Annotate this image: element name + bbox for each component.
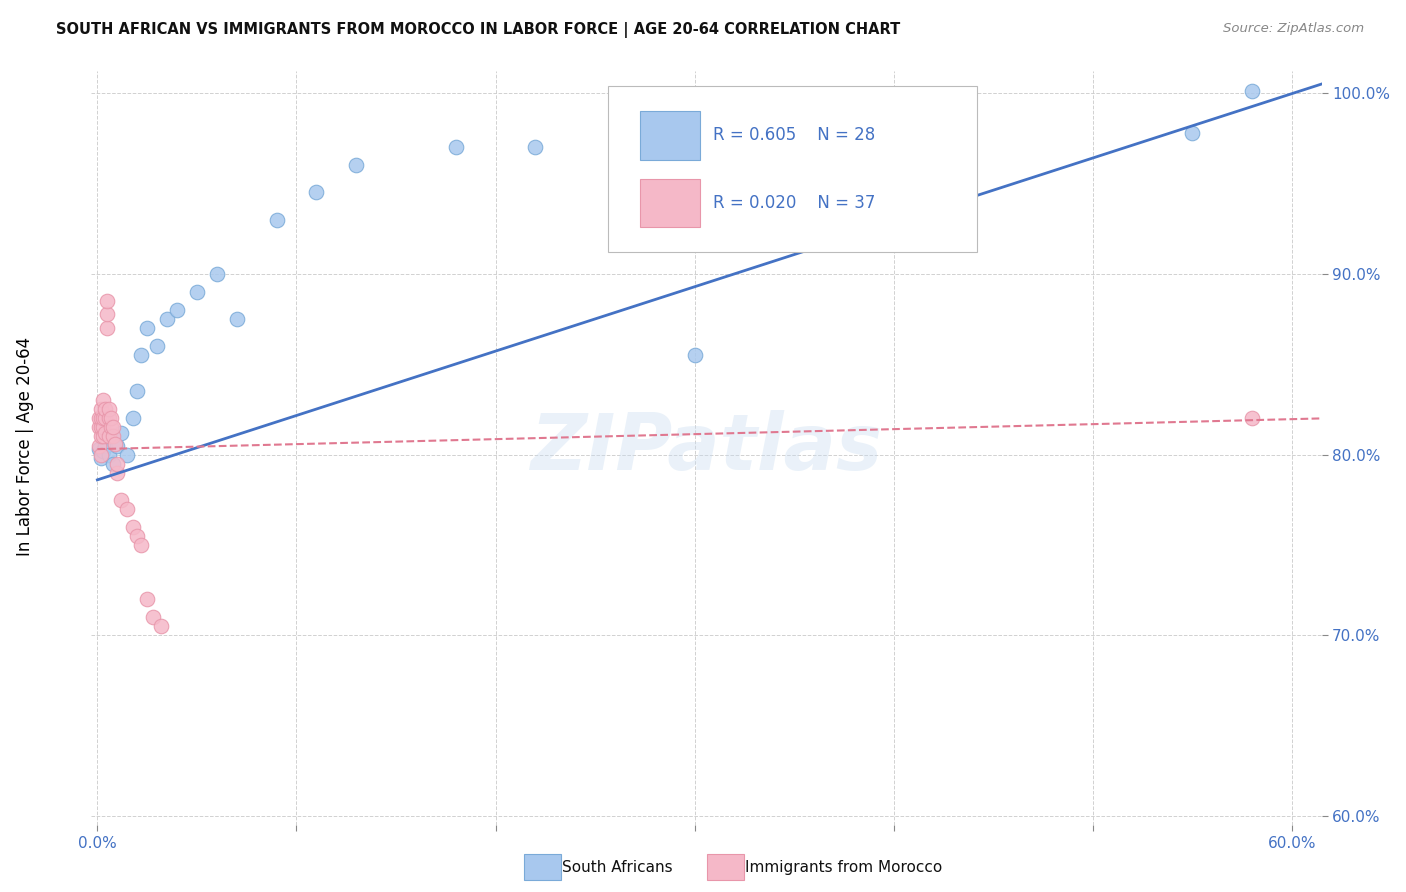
Point bbox=[683, 348, 706, 362]
Point bbox=[1181, 126, 1204, 140]
Point bbox=[96, 321, 118, 335]
Point bbox=[91, 420, 114, 434]
Point bbox=[91, 429, 114, 443]
Point bbox=[127, 529, 149, 543]
Point bbox=[91, 444, 114, 458]
Point bbox=[98, 448, 121, 462]
Point bbox=[122, 411, 145, 425]
Text: ZIPatlas: ZIPatlas bbox=[530, 410, 883, 486]
Point bbox=[90, 402, 112, 417]
Point bbox=[266, 212, 288, 227]
Point bbox=[142, 610, 165, 624]
Point bbox=[129, 348, 152, 362]
Point bbox=[98, 411, 121, 425]
Text: In Labor Force | Age 20-64: In Labor Force | Age 20-64 bbox=[17, 336, 34, 556]
Point bbox=[136, 592, 159, 607]
Point bbox=[110, 492, 132, 507]
Text: R = 0.605    N = 28: R = 0.605 N = 28 bbox=[713, 127, 875, 145]
Point bbox=[94, 438, 117, 452]
Point bbox=[146, 339, 169, 353]
Point bbox=[90, 429, 112, 443]
Text: SOUTH AFRICAN VS IMMIGRANTS FROM MOROCCO IN LABOR FORCE | AGE 20-64 CORRELATION : SOUTH AFRICAN VS IMMIGRANTS FROM MOROCCO… bbox=[56, 22, 900, 38]
Point bbox=[127, 384, 149, 399]
Point bbox=[90, 451, 112, 466]
Point bbox=[205, 267, 228, 281]
Point bbox=[129, 538, 152, 552]
Point bbox=[100, 411, 122, 425]
Point bbox=[100, 420, 122, 434]
Point bbox=[98, 429, 121, 443]
Point bbox=[98, 402, 121, 417]
Point bbox=[89, 438, 111, 452]
Point bbox=[91, 411, 114, 425]
Point bbox=[225, 312, 247, 326]
Text: Source: ZipAtlas.com: Source: ZipAtlas.com bbox=[1223, 22, 1364, 36]
Point bbox=[136, 321, 159, 335]
Point bbox=[94, 411, 117, 425]
Point bbox=[1240, 84, 1263, 98]
Point bbox=[103, 429, 125, 443]
Point bbox=[89, 411, 111, 425]
Point bbox=[89, 420, 111, 434]
FancyBboxPatch shape bbox=[640, 179, 700, 227]
Point bbox=[103, 420, 125, 434]
Point bbox=[90, 420, 112, 434]
Point bbox=[90, 448, 112, 462]
Point bbox=[166, 302, 188, 317]
Point bbox=[156, 312, 179, 326]
Point bbox=[444, 140, 467, 154]
Point bbox=[105, 466, 128, 480]
Text: R = 0.020    N = 37: R = 0.020 N = 37 bbox=[713, 194, 875, 212]
Point bbox=[104, 436, 127, 450]
FancyBboxPatch shape bbox=[607, 87, 977, 252]
Point bbox=[96, 293, 118, 308]
Point bbox=[186, 285, 208, 299]
Point bbox=[103, 457, 125, 471]
Text: South Africans: South Africans bbox=[562, 860, 673, 874]
Point bbox=[96, 307, 118, 321]
Point bbox=[96, 429, 118, 443]
Point bbox=[89, 442, 111, 457]
Point bbox=[91, 393, 114, 408]
Point bbox=[524, 140, 547, 154]
Point bbox=[90, 411, 112, 425]
Point bbox=[344, 158, 367, 172]
Point bbox=[94, 425, 117, 440]
Point bbox=[1240, 411, 1263, 425]
Point bbox=[115, 448, 138, 462]
Text: Immigrants from Morocco: Immigrants from Morocco bbox=[745, 860, 942, 874]
Point bbox=[115, 501, 138, 516]
Point bbox=[94, 402, 117, 417]
Point bbox=[105, 438, 128, 452]
FancyBboxPatch shape bbox=[640, 112, 700, 160]
Point bbox=[105, 457, 128, 471]
Point bbox=[110, 425, 132, 440]
Point bbox=[150, 619, 173, 633]
Point bbox=[305, 186, 328, 200]
Point bbox=[122, 520, 145, 534]
